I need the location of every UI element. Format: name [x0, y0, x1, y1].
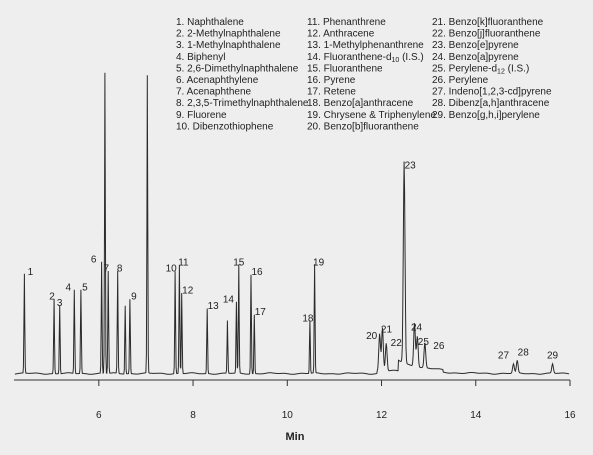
legend-entry: 15. Fluoranthene — [307, 63, 383, 74]
legend-entry: 3. 1-Methylnaphthalene — [176, 40, 281, 51]
legend-entry: 21. Benzo[k]fluoranthene — [432, 17, 544, 28]
x-tick-label: 8 — [190, 410, 196, 421]
legend-entry: 28. Dibenz[a,h]anthracene — [432, 98, 550, 109]
legend-entry: 26. Perylene — [432, 75, 489, 86]
peak-label: 20 — [366, 331, 378, 342]
legend-entry: 13. 1-Methylphenanthrene — [307, 40, 424, 51]
peak-label: 23 — [405, 161, 417, 172]
x-axis-title: Min — [286, 431, 305, 443]
peak-label: 19 — [313, 258, 325, 269]
legend-entry: 10. Dibenzothiophene — [176, 121, 274, 132]
peak-label: 17 — [255, 307, 267, 318]
x-tick-label: 14 — [470, 410, 482, 421]
chromatogram-trace — [14, 72, 570, 375]
legend-entry: 16. Pyrene — [307, 75, 356, 86]
peak-label: 15 — [233, 258, 245, 269]
peak-label: 7 — [103, 264, 109, 275]
legend-entry: 4. Biphenyl — [176, 52, 225, 63]
peak-label: 21 — [381, 325, 393, 336]
peak-label: 10 — [166, 264, 178, 275]
peak-label: 29 — [547, 351, 559, 362]
legend-entry: 27. Indeno[1,2,3-cd]pyrene — [432, 87, 552, 98]
legend-entry: 11. Phenanthrene — [307, 17, 386, 28]
peak-label: 3 — [57, 298, 63, 309]
peak-label: 24 — [411, 323, 423, 334]
x-tick-label: 6 — [96, 410, 102, 421]
legend-entry: 23. Benzo[e]pyrene — [432, 40, 519, 51]
peak-label: 16 — [251, 267, 263, 278]
peak-label: 5 — [82, 282, 88, 293]
peak-label: 2 — [49, 292, 55, 303]
legend-entry: 19. Chrysene & Triphenylene — [307, 110, 436, 121]
legend-entry: 6. Acenaphthylene — [176, 75, 259, 86]
legend-entry: 14. Fluoranthene-d10 (I.S.) — [307, 52, 424, 64]
peak-label: 28 — [518, 348, 530, 359]
peak-label: 18 — [302, 313, 314, 324]
peak-label: 25 — [418, 337, 430, 348]
legend-entry: 2. 2-Methylnaphthalene — [176, 29, 281, 40]
peak-label: 8 — [117, 264, 123, 275]
peak-label: 22 — [391, 338, 403, 349]
legend-entry: 8. 2,3,5-Trimethylnaphthalene — [176, 98, 309, 109]
legend-entry: 9. Fluorene — [176, 110, 227, 121]
peak-label: 14 — [223, 295, 235, 306]
legend-entry: 25. Perylene-d12 (I.S.) — [432, 63, 529, 75]
peak-label: 1 — [28, 267, 34, 278]
peak-label: 4 — [66, 282, 72, 293]
x-tick-label: 10 — [282, 410, 294, 421]
peak-label: 11 — [178, 258, 189, 269]
peak-label: 6 — [91, 254, 97, 265]
legend-entry: 22. Benzo[j]fluoranthene — [432, 29, 541, 40]
legend-entry: 12. Anthracene — [307, 29, 375, 40]
legend-entry: 1. Naphthalene — [176, 17, 244, 28]
legend-entry: 20. Benzo[b]fluoranthene — [307, 121, 419, 132]
peak-label: 27 — [498, 351, 510, 362]
peak-label: 13 — [208, 301, 220, 312]
legend-entry: 17. Retene — [307, 87, 356, 98]
x-tick-label: 16 — [564, 410, 576, 421]
peak-label: 26 — [433, 341, 445, 352]
legend-entry: 5. 2,6-Dimethylnaphthalene — [176, 63, 299, 74]
peak-label: 12 — [182, 285, 194, 296]
peak-label: 9 — [131, 292, 137, 303]
legend-entry: 29. Benzo[g,h,i]perylene — [432, 110, 540, 121]
legend-entry: 24. Benzo[a]pyrene — [432, 52, 519, 63]
legend-entry: 18. Benzo[a]anthracene — [307, 98, 414, 109]
x-tick-label: 12 — [376, 410, 388, 421]
trace-layer — [14, 72, 570, 375]
x-ticks: 6 8 10 12 14 16 — [96, 380, 576, 421]
legend-entry: 7. Acenaphthene — [176, 87, 252, 98]
